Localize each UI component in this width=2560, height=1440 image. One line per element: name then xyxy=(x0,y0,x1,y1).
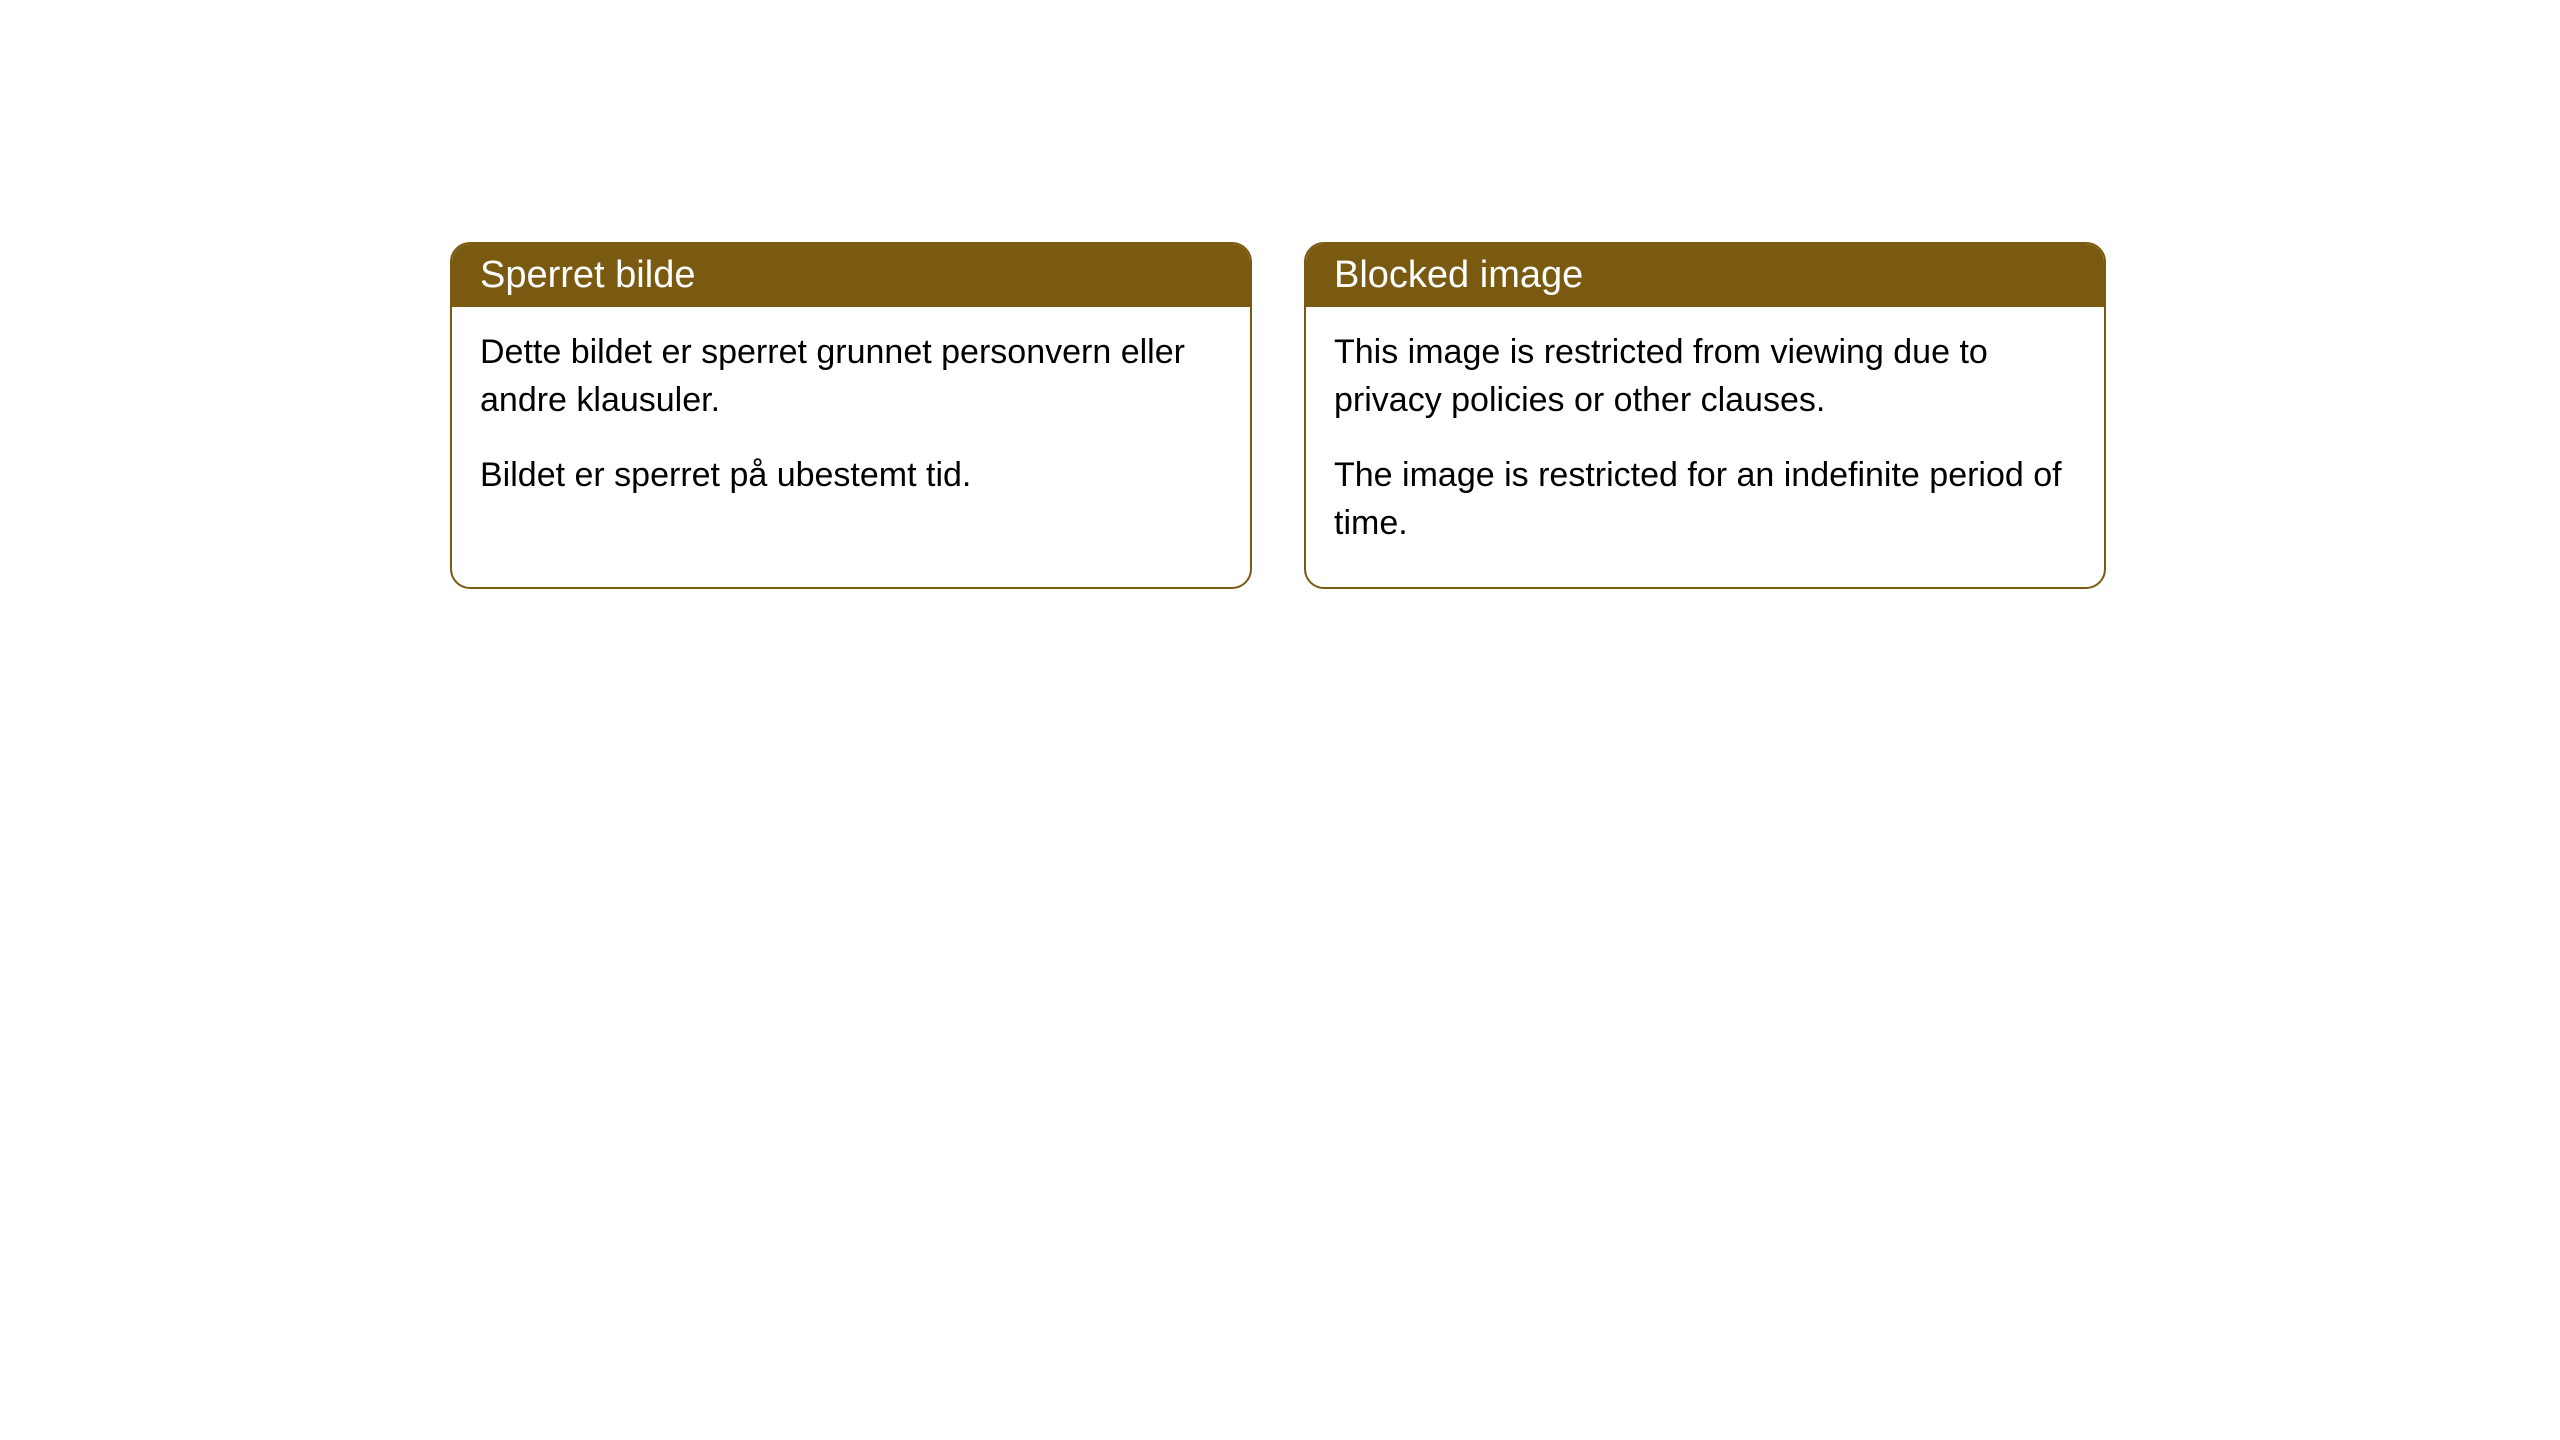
card-body: This image is restricted from viewing du… xyxy=(1306,307,2104,587)
card-body: Dette bildet er sperret grunnet personve… xyxy=(452,307,1250,540)
notice-container: Sperret bilde Dette bildet er sperret gr… xyxy=(450,242,2106,589)
card-paragraph: This image is restricted from viewing du… xyxy=(1334,329,2076,424)
card-header: Sperret bilde xyxy=(452,244,1250,307)
card-paragraph: Bildet er sperret på ubestemt tid. xyxy=(480,452,1222,500)
card-header: Blocked image xyxy=(1306,244,2104,307)
card-paragraph: Dette bildet er sperret grunnet personve… xyxy=(480,329,1222,424)
card-paragraph: The image is restricted for an indefinit… xyxy=(1334,452,2076,547)
card-title: Sperret bilde xyxy=(480,254,695,296)
notice-card-norwegian: Sperret bilde Dette bildet er sperret gr… xyxy=(450,242,1252,589)
notice-card-english: Blocked image This image is restricted f… xyxy=(1304,242,2106,589)
card-title: Blocked image xyxy=(1334,254,1583,296)
